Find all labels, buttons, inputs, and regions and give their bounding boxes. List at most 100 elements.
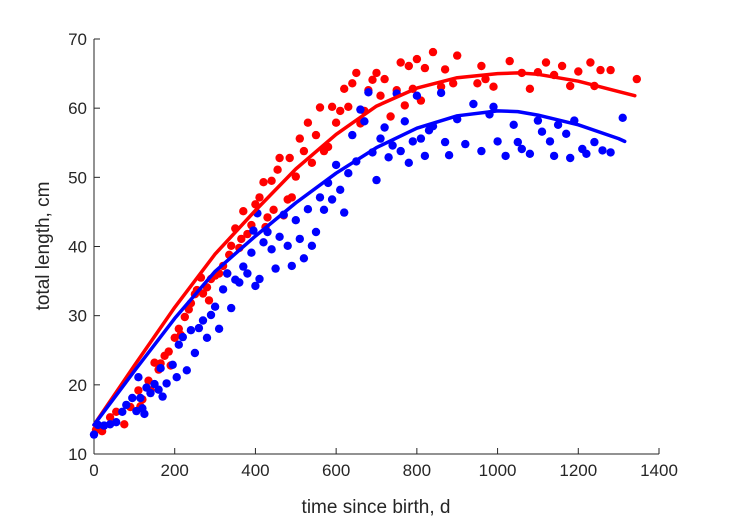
data-point xyxy=(477,146,486,156)
data-point xyxy=(158,392,167,401)
data-point xyxy=(271,264,280,273)
data-point xyxy=(566,81,575,91)
y-tick-label: 40 xyxy=(68,238,87,257)
data-point xyxy=(606,65,615,75)
data-point xyxy=(198,316,208,325)
data-point xyxy=(239,207,248,216)
data-point xyxy=(206,310,216,320)
data-point xyxy=(214,324,224,333)
data-point xyxy=(368,75,377,85)
x-ticks: 0 200 400 600 800 1000 1200 1400 xyxy=(89,448,678,480)
data-point xyxy=(336,106,345,116)
data-point xyxy=(150,358,159,367)
data-point xyxy=(156,364,165,373)
data-point xyxy=(440,137,450,147)
data-point xyxy=(112,407,121,416)
x-axis-label: time since birth, d xyxy=(302,497,451,518)
fit-line-1 xyxy=(92,109,627,427)
data-point xyxy=(134,373,143,382)
data-point xyxy=(549,151,559,161)
data-point xyxy=(247,248,256,257)
data-point xyxy=(525,84,535,94)
data-point xyxy=(128,393,137,403)
data-point xyxy=(352,68,361,78)
data-point xyxy=(285,153,294,163)
fit-line-0 xyxy=(92,71,637,427)
x-tick-label: 1000 xyxy=(479,461,517,480)
data-point xyxy=(586,58,595,67)
data-point xyxy=(307,158,317,167)
data-point xyxy=(360,117,369,126)
data-point xyxy=(162,379,171,388)
data-point xyxy=(174,340,183,349)
data-point xyxy=(562,129,571,138)
data-point xyxy=(396,146,405,156)
data-point xyxy=(210,302,220,311)
data-point xyxy=(136,393,145,403)
data-point xyxy=(404,61,413,71)
data-point xyxy=(340,208,349,217)
data-point xyxy=(461,139,470,149)
data-point xyxy=(239,262,248,271)
data-point xyxy=(259,238,268,247)
data-point xyxy=(541,58,551,67)
data-point xyxy=(299,254,309,263)
data-point xyxy=(267,176,276,185)
data-point xyxy=(315,103,325,112)
data-point xyxy=(501,151,510,161)
data-point xyxy=(198,289,208,298)
data-point xyxy=(287,193,296,202)
data-point xyxy=(537,127,547,136)
data-point xyxy=(489,82,498,91)
data-point xyxy=(164,347,173,356)
data-point xyxy=(489,102,498,112)
data-point xyxy=(376,91,385,100)
fit-lines xyxy=(92,71,637,427)
data-point xyxy=(311,130,321,140)
y-axis-label: total length, cm xyxy=(33,182,54,311)
data-point xyxy=(509,120,518,129)
data-point xyxy=(428,47,438,57)
data-point xyxy=(283,241,292,250)
data-point xyxy=(303,118,313,127)
y-ticks: 10 20 30 40 50 60 70 xyxy=(68,30,100,464)
data-point xyxy=(223,269,232,278)
data-point xyxy=(105,413,115,422)
data-point xyxy=(218,285,228,294)
data-point xyxy=(396,58,405,67)
data-point xyxy=(307,241,317,250)
data-point xyxy=(291,172,300,181)
data-point xyxy=(291,216,300,225)
scatter-layer xyxy=(89,47,641,439)
data-point xyxy=(566,153,575,163)
data-point xyxy=(590,137,599,147)
data-point xyxy=(404,158,413,167)
y-tick-label: 10 xyxy=(68,445,87,464)
x-tick-label: 1400 xyxy=(640,461,678,480)
data-point xyxy=(269,205,278,214)
data-point xyxy=(344,169,353,178)
data-point xyxy=(237,234,246,244)
data-point xyxy=(364,88,373,97)
data-point xyxy=(243,269,252,278)
data-point xyxy=(235,278,244,287)
data-point xyxy=(386,112,395,121)
data-point xyxy=(331,160,341,170)
data-point xyxy=(348,130,357,140)
data-point xyxy=(372,175,381,185)
data-point xyxy=(180,312,189,322)
x-tick-label: 200 xyxy=(161,461,189,480)
data-point xyxy=(273,165,282,174)
data-point xyxy=(327,102,337,112)
data-point xyxy=(295,234,304,244)
data-point xyxy=(348,79,357,88)
data-point xyxy=(295,134,304,143)
data-point xyxy=(380,123,389,132)
data-point xyxy=(453,51,462,60)
data-point xyxy=(315,193,325,202)
data-point xyxy=(344,102,353,112)
x-tick-label: 0 xyxy=(89,461,98,480)
y-tick-label: 20 xyxy=(68,376,87,395)
data-point xyxy=(420,151,430,161)
data-point xyxy=(172,373,181,382)
